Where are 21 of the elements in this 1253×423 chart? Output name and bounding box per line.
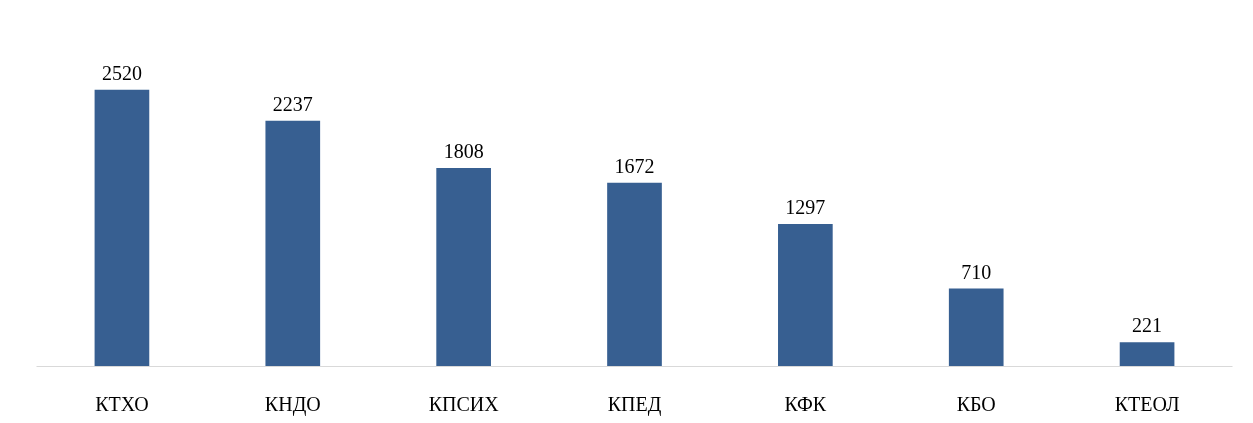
x-tick-label: КПСИХ xyxy=(428,392,500,415)
bar xyxy=(94,89,150,367)
bar xyxy=(607,182,662,367)
data-label: 2237 xyxy=(272,92,313,115)
data-label: 1672 xyxy=(614,154,655,177)
bar xyxy=(948,288,1004,367)
x-tick-label: КФК xyxy=(784,392,827,415)
bar xyxy=(436,167,491,367)
bar xyxy=(1119,342,1175,367)
x-tick-label: КТХО xyxy=(95,392,149,415)
x-tick-label: КНДО xyxy=(264,392,321,416)
x-tick-label: КБО xyxy=(956,392,996,415)
data-label: 2520 xyxy=(101,61,142,84)
data-label: 1297 xyxy=(785,196,826,219)
data-label: 710 xyxy=(961,260,992,283)
data-label: 1808 xyxy=(443,139,484,162)
bar xyxy=(778,224,833,367)
bar xyxy=(265,120,321,367)
x-tick-label: КТЕОЛ xyxy=(1114,392,1180,415)
x-tick-label: КПЕД xyxy=(607,392,662,416)
data-label: 221 xyxy=(1132,314,1163,337)
